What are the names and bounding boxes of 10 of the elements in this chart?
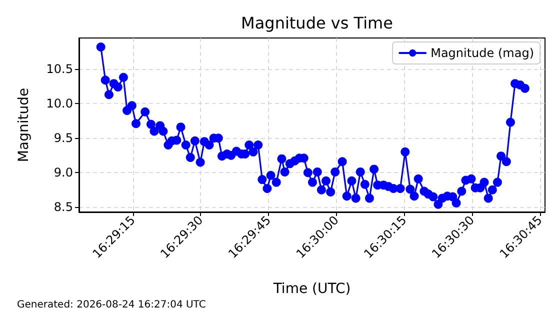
text: Generated: 2026-08-24 16:27:04 UTC (17, 300, 206, 310)
legend-label: Magnitude (mag) (430, 46, 534, 60)
y-axis-title: Magnitude (16, 88, 32, 162)
y-tick-label: 10.0 (46, 96, 73, 111)
chart-title: Magnitude vs Time (241, 14, 393, 32)
y-tick-label: 10.5 (46, 62, 73, 76)
x-axis-title: Time (UTC) (272, 281, 351, 297)
y-tick-label: 8.5 (54, 200, 73, 214)
y-tick-label: 9.5 (54, 131, 73, 146)
y-tick-label: 9.0 (54, 166, 73, 180)
